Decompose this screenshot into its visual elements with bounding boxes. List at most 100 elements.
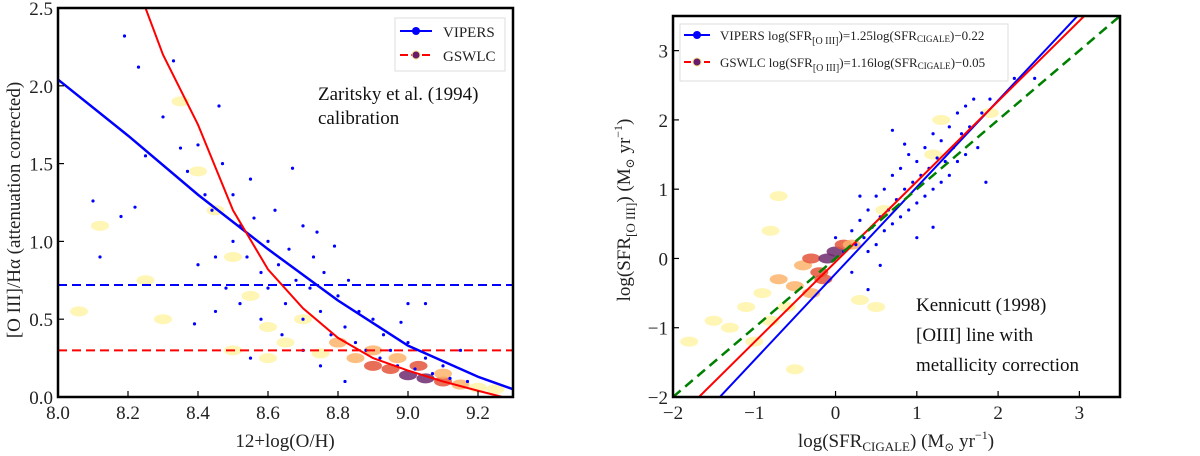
- data-point: [890, 222, 895, 226]
- legend-label-vipers: VIPERS log(SFR[O III])=1.25log(SFRCIGALE…: [720, 28, 984, 47]
- data-point: [252, 216, 256, 220]
- data-point: [91, 199, 95, 203]
- y-tick-label: 2.0: [29, 77, 53, 98]
- data-point: [143, 154, 148, 158]
- data-point: [315, 230, 319, 234]
- right-x-axis-label: log(SFRCIGALE) (M⊙ yr−1): [798, 428, 994, 454]
- x-tick-label: 8.4: [186, 403, 210, 424]
- data-point: [210, 208, 214, 212]
- data-point: [336, 294, 340, 298]
- y-tick-label: 1.5: [29, 155, 53, 176]
- density-cell: [761, 225, 780, 236]
- data-point: [224, 286, 228, 290]
- data-point: [430, 372, 435, 376]
- x-tick-label: −1: [744, 403, 764, 424]
- data-point: [185, 169, 190, 173]
- density-cell: [802, 253, 821, 264]
- data-point: [963, 104, 968, 108]
- data-point: [388, 348, 393, 352]
- data-point: [287, 247, 291, 251]
- density-cell: [486, 384, 505, 395]
- data-point: [406, 340, 410, 345]
- right-panel: −2 −1 0 1 2 3 −2 −1 0 1 2 3 log(SFRCIGALE) (M⊙ yr−1…: [611, 14, 1122, 454]
- data-point: [898, 215, 903, 219]
- y-tick-label: 1.0: [29, 232, 53, 253]
- data-point: [907, 208, 911, 212]
- y-tick-label: 1: [659, 180, 669, 201]
- density-cell: [753, 288, 772, 299]
- data-point: [943, 159, 947, 164]
- data-point: [833, 236, 838, 240]
- density-cell: [259, 353, 277, 364]
- data-point: [301, 317, 305, 321]
- density-cell: [680, 336, 699, 347]
- data-point: [423, 356, 428, 360]
- density-cell: [720, 322, 739, 333]
- data-point: [903, 142, 907, 146]
- data-point: [280, 333, 284, 337]
- data-point: [259, 317, 263, 321]
- data-point: [1012, 76, 1016, 80]
- data-point: [862, 236, 866, 240]
- density-cell: [875, 204, 894, 215]
- data-point: [931, 225, 935, 229]
- data-point: [353, 340, 358, 345]
- data-point: [171, 59, 176, 63]
- left-plot-frame: [56, 6, 515, 399]
- data-point: [283, 302, 288, 306]
- data-point: [290, 166, 295, 170]
- data-point: [903, 187, 907, 191]
- data-point: [947, 125, 951, 129]
- data-point: [931, 187, 935, 191]
- density-cell: [364, 360, 382, 371]
- data-point: [850, 270, 854, 274]
- right-y-axis-label: log(SFR[O III]) (M⊙ yr−1): [611, 119, 638, 302]
- data-point: [972, 97, 976, 101]
- data-point: [294, 278, 298, 282]
- y-tick-label: 0.5: [29, 310, 53, 331]
- density-cell: [867, 301, 886, 312]
- data-point: [931, 132, 935, 136]
- data-point: [329, 333, 333, 337]
- data-point: [898, 166, 903, 170]
- density-cell: [932, 114, 951, 125]
- left-annotation-line-2: calibration: [318, 108, 400, 129]
- data-point: [273, 208, 277, 212]
- data-point: [915, 201, 919, 205]
- right-annotation-line-3: metallicity correction: [916, 355, 1080, 376]
- y-tick-label: 0: [659, 249, 669, 270]
- data-point: [266, 286, 270, 290]
- data-point: [119, 214, 123, 219]
- data-point: [136, 65, 141, 69]
- data-point: [308, 286, 312, 290]
- data-point: [947, 173, 951, 177]
- density-cell: [136, 275, 155, 286]
- density-cell: [276, 337, 295, 348]
- data-point: [276, 263, 281, 267]
- density-cell: [409, 360, 428, 371]
- data-point: [122, 34, 127, 38]
- data-point: [874, 194, 878, 198]
- data-point: [935, 156, 939, 160]
- data-point: [907, 152, 911, 157]
- density-cell: [980, 107, 999, 118]
- data-point: [161, 115, 165, 119]
- data-point: [318, 364, 323, 368]
- data-point: [311, 255, 316, 259]
- data-point: [915, 236, 919, 240]
- left-annotation-line-1: Zaritsky et al. (1994): [318, 84, 478, 105]
- data-point: [882, 187, 886, 191]
- data-point: [1033, 76, 1037, 80]
- density-cell: [737, 301, 756, 312]
- density-cell: [259, 321, 277, 332]
- data-point: [343, 325, 347, 329]
- x-tick-label: −2: [663, 403, 683, 424]
- y-tick-label: 0.0: [29, 388, 53, 409]
- data-point: [878, 263, 882, 267]
- data-point: [874, 243, 878, 247]
- data-point: [923, 146, 927, 150]
- legend-marker-vipers: [693, 31, 701, 39]
- data-point: [458, 348, 463, 352]
- density-cell: [769, 191, 788, 202]
